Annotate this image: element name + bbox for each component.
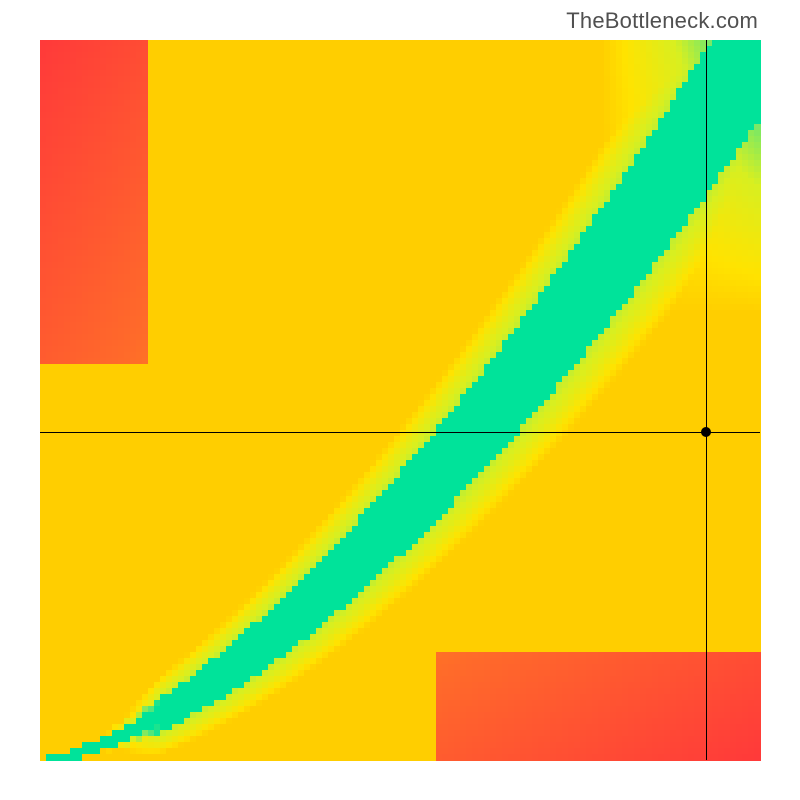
crosshair-horizontal (40, 432, 760, 433)
crosshair-vertical (706, 40, 707, 760)
chart-container: TheBottleneck.com (0, 0, 800, 800)
watermark-text: TheBottleneck.com (566, 8, 758, 34)
bottleneck-heatmap (0, 0, 800, 800)
